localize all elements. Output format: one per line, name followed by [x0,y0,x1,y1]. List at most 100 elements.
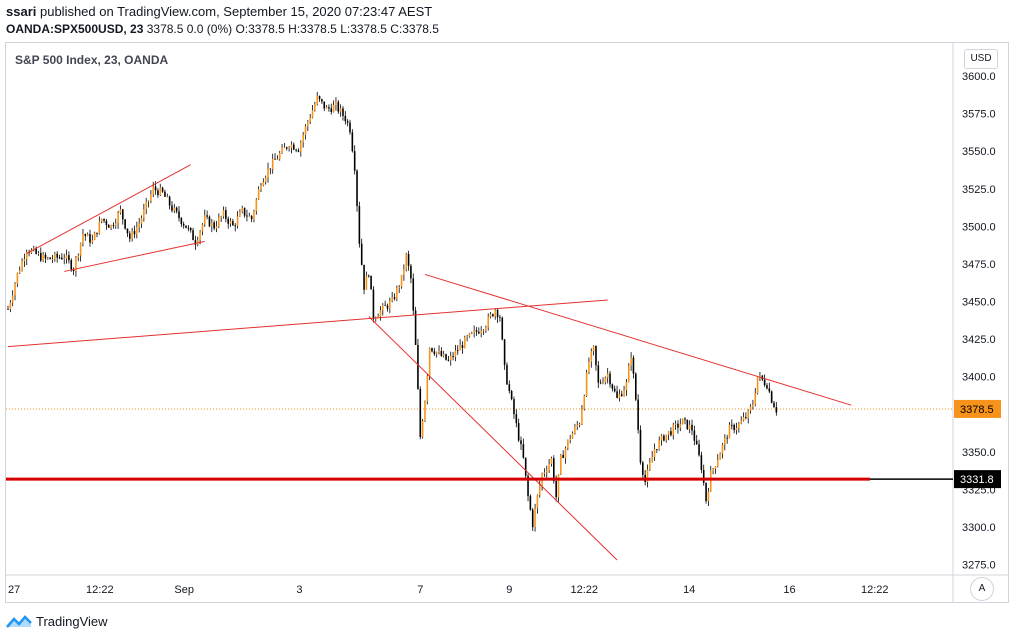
x-tick-label: 9 [506,584,512,596]
candle-body [56,253,58,258]
candle-body [161,187,164,192]
candle-body [721,444,724,454]
candle-body [112,225,115,227]
candle-body [196,239,199,245]
candle-body [117,212,119,224]
candle-body [770,391,773,403]
candle-body [405,254,408,270]
candle-body [220,216,222,218]
y-tick-label: 3600.0 [962,71,996,83]
x-tick-label: 7 [417,584,423,596]
candle-body [620,394,623,396]
candle-body [442,354,445,356]
candle-body [63,258,66,260]
candle-body [54,253,56,260]
time-axis[interactable]: 27 12:22 Sep 3 7 9 12:22 14 16 12:22 [8,584,888,596]
candle-body [637,399,639,430]
candle-body [7,309,9,310]
candle-body [538,485,541,496]
candle-body [68,255,70,261]
candle-body [248,215,251,217]
y-tick-label: 3300.0 [962,522,996,534]
candle-body [16,273,19,284]
x-tick-label: 27 [8,584,20,596]
candle-body [82,234,84,244]
candle-body [239,211,241,217]
candle-body [583,395,586,409]
trendline[interactable] [7,299,608,348]
candle-body [553,458,555,482]
tradingview-logo[interactable]: TradingView [6,611,108,631]
candle-body [42,254,44,261]
candle-body [253,211,255,220]
candle-body [25,252,28,260]
candle-body [660,435,663,441]
candle-body [365,275,368,290]
candle-body [756,376,759,394]
candle-body [524,457,527,476]
candle-body [716,459,719,467]
y-tick-label: 3575.0 [962,109,996,121]
x-tick-label: 16 [783,584,795,596]
currency-button[interactable]: USD [964,49,998,69]
trendline[interactable] [424,273,852,406]
candle-body [639,429,642,463]
candle-body [686,419,689,430]
candle-body [65,255,68,259]
candle-body [527,475,529,497]
candle-body [285,147,288,149]
candle-body [522,444,525,458]
candle-body [377,316,379,319]
candle-body [218,217,220,227]
candle-body [719,453,721,460]
candle-body [335,101,337,106]
candle-body [77,255,80,258]
chart-pane[interactable] [5,42,1009,603]
candle-body [606,373,609,378]
candle-body [665,434,668,441]
candle-body [705,482,707,502]
x-tick-label: 12:22 [861,584,889,596]
auto-scale-button[interactable]: A [970,577,994,601]
trendline[interactable] [368,316,618,561]
candle-body [506,364,508,385]
candle-body [510,390,513,400]
candle-body [461,345,464,348]
candle-body [667,431,670,435]
ohlc-values: 3378.5 0.0 (0%) O:3378.5 H:3378.5 L:3378… [143,22,439,36]
candle-body [440,351,443,356]
candle-body [473,330,475,333]
candle-body [121,209,124,220]
candle-body [124,219,126,229]
candle-body [389,301,391,309]
candle-body [747,410,750,418]
candle-body [468,333,471,337]
candle-body [438,351,440,353]
candle-body [602,382,604,384]
candle-body [325,107,328,109]
candle-body [131,230,133,239]
candle-body [487,316,490,328]
trendline[interactable] [26,164,191,254]
trendline[interactable] [64,240,205,272]
candle-body [119,209,122,213]
candle-body [653,449,656,457]
candle-body [58,257,61,259]
price-axis[interactable]: 3600.0 3575.0 3550.0 3525.0 3500.0 3475.0 3450… [962,71,996,571]
candle-body [260,185,262,190]
candle-body [339,108,342,112]
candle-body [597,365,600,383]
candle-body [651,456,653,463]
candle-body [353,151,356,171]
candle-body [323,101,326,109]
candle-body [733,424,735,431]
candle-body [206,215,208,217]
candle-body [396,287,398,299]
candle-body [180,218,183,225]
trendlines[interactable] [7,164,852,561]
candle-body [271,158,274,170]
candle-body [222,210,225,217]
tradingview-logo-icon [6,615,32,628]
candle-body [740,420,743,424]
